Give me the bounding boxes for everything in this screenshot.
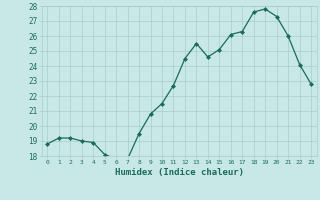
X-axis label: Humidex (Indice chaleur): Humidex (Indice chaleur) — [115, 168, 244, 177]
